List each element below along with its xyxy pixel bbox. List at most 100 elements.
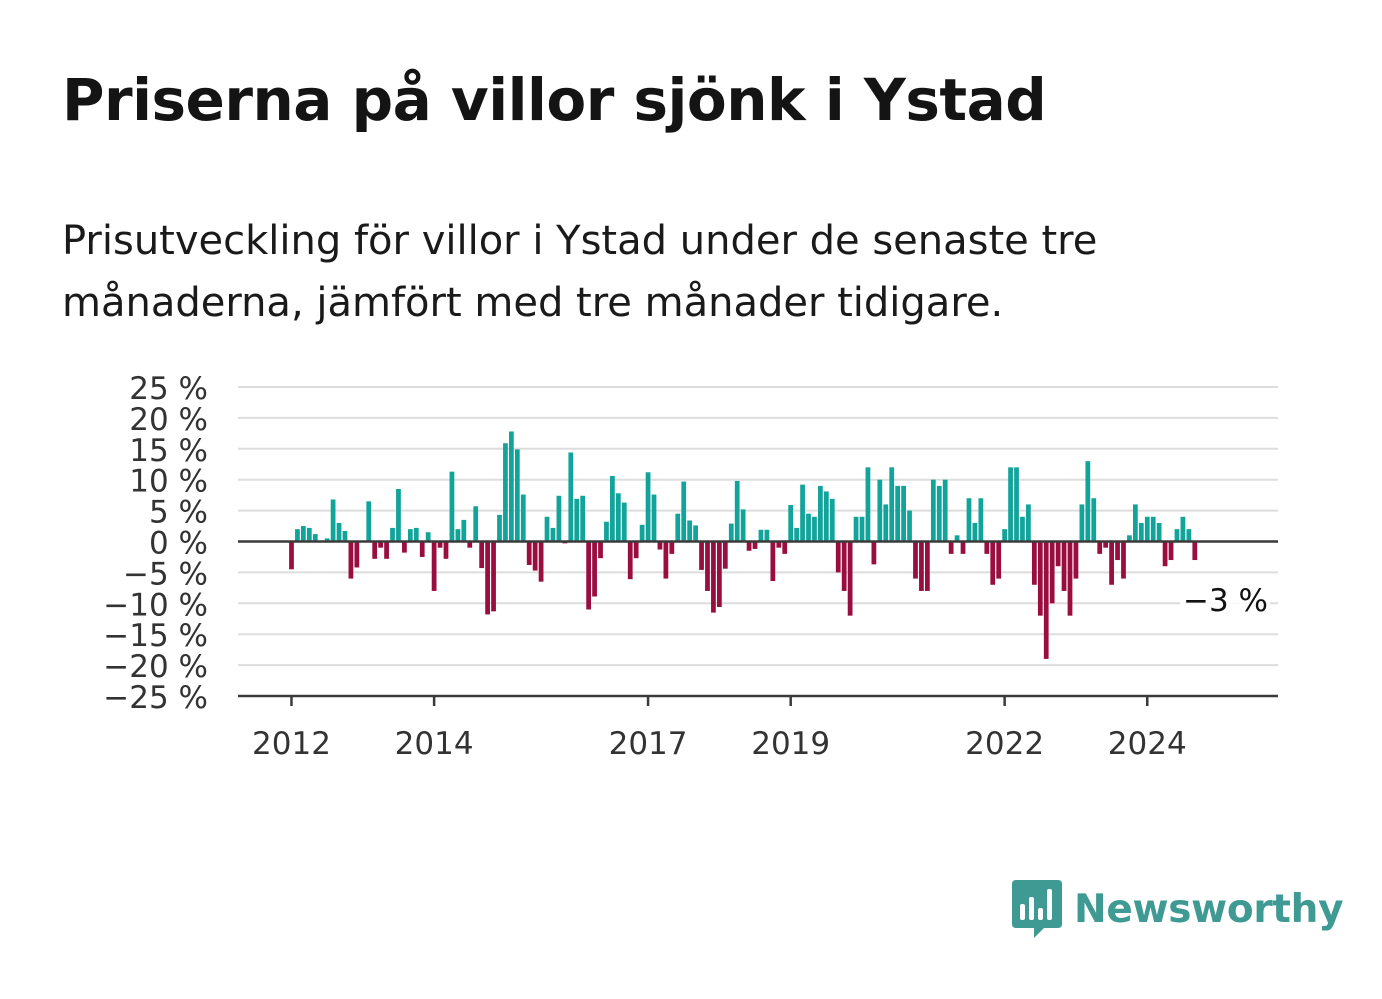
bar bbox=[354, 541, 360, 568]
bar bbox=[776, 541, 782, 548]
bar bbox=[467, 541, 473, 548]
bar bbox=[384, 541, 389, 559]
bar bbox=[538, 541, 544, 582]
bar bbox=[651, 494, 657, 542]
bar bbox=[1192, 541, 1198, 561]
bar bbox=[883, 504, 889, 542]
bar bbox=[1186, 529, 1192, 542]
bar bbox=[734, 480, 740, 542]
bar bbox=[936, 485, 942, 542]
bar bbox=[1097, 541, 1103, 554]
bar bbox=[497, 514, 502, 542]
bar bbox=[1168, 541, 1174, 561]
bar bbox=[402, 541, 407, 553]
bar bbox=[610, 475, 615, 542]
bar bbox=[1150, 516, 1156, 542]
bar bbox=[871, 541, 877, 565]
bar bbox=[1008, 467, 1013, 542]
bars bbox=[289, 431, 1198, 659]
bar bbox=[1067, 541, 1073, 616]
bar bbox=[645, 472, 651, 542]
x-tick-label: 2014 bbox=[395, 726, 474, 762]
grid-lines bbox=[238, 386, 1278, 667]
y-tick-label: 15 % bbox=[129, 433, 208, 469]
newsworthy-bar-chart-icon bbox=[1012, 880, 1062, 938]
bar bbox=[598, 541, 603, 559]
y-tick-label: 5 % bbox=[149, 495, 208, 531]
x-tick-label: 2012 bbox=[252, 726, 331, 762]
bar bbox=[580, 495, 586, 542]
annotation-group: −3 % bbox=[1180, 581, 1270, 622]
bar bbox=[948, 541, 954, 554]
bar bbox=[1132, 504, 1138, 542]
y-tick-label: 20 % bbox=[129, 402, 208, 438]
bar bbox=[1055, 541, 1061, 567]
bar bbox=[586, 541, 592, 610]
y-tick-label: −20 % bbox=[103, 649, 208, 685]
bar bbox=[1091, 498, 1097, 542]
bar bbox=[705, 541, 710, 591]
bar bbox=[1162, 541, 1168, 567]
bar bbox=[1020, 516, 1025, 542]
bar bbox=[485, 541, 490, 615]
y-tick-label: 25 % bbox=[129, 371, 208, 407]
bar bbox=[960, 541, 966, 554]
bar bbox=[1079, 504, 1085, 542]
bar bbox=[419, 541, 425, 557]
bar bbox=[889, 467, 895, 542]
bar bbox=[336, 522, 342, 542]
bar bbox=[847, 541, 853, 616]
bar bbox=[1061, 541, 1067, 591]
bar bbox=[687, 520, 693, 542]
x-tick-label: 2022 bbox=[965, 726, 1044, 762]
bar bbox=[657, 541, 663, 550]
bar bbox=[924, 541, 930, 591]
bar bbox=[930, 479, 936, 542]
bar bbox=[1109, 541, 1114, 585]
bar bbox=[455, 529, 461, 542]
bar bbox=[491, 541, 496, 612]
bar bbox=[568, 452, 574, 542]
bar bbox=[1121, 541, 1126, 579]
bar bbox=[396, 488, 401, 542]
bar bbox=[300, 526, 306, 542]
bar bbox=[693, 525, 698, 542]
bar bbox=[722, 541, 728, 569]
bar bbox=[1014, 467, 1019, 542]
bar bbox=[372, 541, 378, 559]
bar bbox=[592, 541, 597, 597]
bar bbox=[1144, 516, 1150, 542]
bar bbox=[907, 510, 912, 542]
bar bbox=[1174, 529, 1180, 542]
bar bbox=[449, 471, 455, 542]
bar bbox=[764, 529, 770, 542]
bar bbox=[681, 481, 687, 542]
bar bbox=[1103, 541, 1109, 548]
bar bbox=[984, 541, 990, 554]
bar bbox=[550, 527, 556, 542]
bar bbox=[366, 501, 372, 542]
bar bbox=[514, 449, 520, 542]
y-tick-label: −10 % bbox=[103, 587, 208, 623]
bar bbox=[324, 538, 330, 542]
bar bbox=[526, 541, 532, 565]
bar bbox=[823, 491, 829, 542]
y-tick-label: 10 % bbox=[129, 464, 208, 500]
bar bbox=[1115, 541, 1120, 561]
bar bbox=[794, 527, 800, 542]
bar bbox=[390, 527, 395, 542]
bar bbox=[699, 541, 704, 570]
bar bbox=[520, 494, 526, 542]
bar bbox=[312, 534, 318, 542]
bar bbox=[942, 479, 948, 542]
bar bbox=[627, 541, 633, 580]
bar bbox=[972, 522, 978, 542]
bar bbox=[425, 532, 431, 542]
bar bbox=[407, 529, 413, 542]
x-tick-label: 2017 bbox=[609, 726, 688, 762]
bar bbox=[604, 521, 609, 542]
bar bbox=[330, 499, 336, 542]
annotation-halo bbox=[1180, 581, 1270, 622]
bar bbox=[829, 498, 835, 542]
bar bbox=[1049, 541, 1055, 604]
